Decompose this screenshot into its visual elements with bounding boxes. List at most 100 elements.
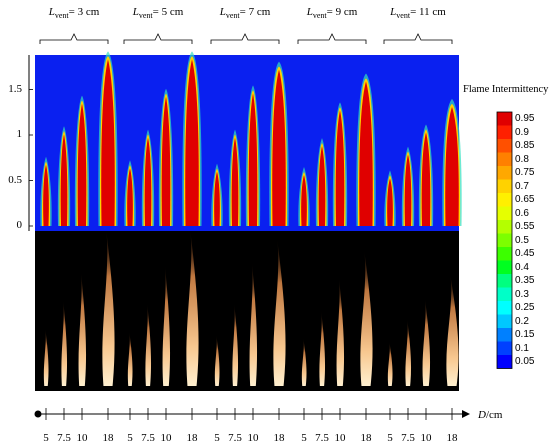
group-label: Lvent= 5 cm: [132, 6, 184, 21]
flame-photo: [186, 229, 199, 386]
x-tick-label: 7.5: [315, 432, 329, 444]
flame-photo: [43, 328, 49, 386]
flame-photo: [78, 270, 87, 386]
group-label: Lvent= 11 cm: [390, 6, 446, 21]
colorbar-cell: [497, 328, 512, 342]
flame-contour: [335, 110, 345, 226]
x-tick-label: 5: [214, 432, 220, 444]
flame-photo: [127, 331, 133, 386]
flame-photo: [61, 299, 68, 386]
colorbar-cell: [497, 260, 512, 274]
flame-photo: [145, 302, 152, 386]
y-axis-ticks: [29, 89, 33, 227]
colorbar-cell: [497, 233, 512, 247]
colorbar-label: 0.75: [515, 167, 535, 178]
x-axis-ticks: [45, 408, 453, 420]
x-tick-label: 5: [43, 432, 49, 444]
colorbar-cell: [497, 152, 512, 166]
x-tick-label: 18: [360, 432, 372, 444]
group-label: Lvent= 3 cm: [48, 6, 100, 21]
colorbar-cell: [497, 193, 512, 207]
colorbar-label: 0.2: [515, 315, 529, 327]
x-tick-label: 18: [446, 432, 458, 444]
x-tick-label: 10: [420, 432, 432, 444]
colorbar-label: 0.1: [515, 342, 529, 354]
colorbar-frame: [496, 111, 513, 369]
y-tick-label: 0.5: [8, 173, 22, 186]
group-label: Lvent= 7 cm: [219, 6, 271, 21]
colorbar-label: 0.7: [515, 180, 529, 192]
x-axis-origin: [34, 410, 42, 418]
flame-photo: [360, 250, 373, 386]
colorbar-label: 0.15: [515, 329, 535, 340]
flame-photo: [162, 264, 171, 386]
colorbar-cell: [497, 355, 512, 369]
photo-flames: [43, 229, 459, 386]
flame-contour: [318, 146, 326, 226]
x-tick-label: 7.5: [141, 432, 155, 444]
flame-contour: [161, 96, 171, 226]
flame-photo: [336, 277, 345, 386]
flame-contour: [248, 93, 258, 227]
y-tick-label: 1: [16, 128, 23, 140]
colorbar-label: 0.05: [515, 356, 535, 367]
flame-contour: [231, 137, 239, 226]
colorbar-label: 0.95: [515, 113, 535, 124]
flame-photo: [249, 261, 258, 386]
y-tick-label: 1.5: [8, 82, 22, 95]
x-tick-label: 18: [102, 432, 114, 444]
colorbar-label: 0.3: [515, 288, 529, 300]
colorbar-cell: [497, 247, 512, 261]
colorbar-label: 0.45: [515, 248, 535, 259]
x-tick-label: 18: [186, 432, 198, 444]
flame-photo: [214, 334, 220, 386]
x-tick-label: 7.5: [57, 432, 71, 444]
x-tick-label: 10: [160, 432, 172, 444]
group-brace: [297, 33, 367, 44]
x-tick-label: 5: [387, 432, 393, 444]
flame-contour: [43, 164, 49, 226]
colorbar-label: 0.4: [515, 261, 529, 273]
flame-photo: [319, 310, 326, 386]
colorbar-label: 0.8: [515, 153, 529, 165]
group-braces: [39, 33, 453, 44]
colorbar-cell: [497, 274, 512, 288]
colorbar-cell: [497, 125, 512, 139]
colorbar-label: 0.65: [515, 194, 535, 205]
flame-contour: [185, 59, 199, 227]
flame-contour: [359, 81, 373, 226]
colorbar-cell: [497, 220, 512, 234]
x-axis-label: D/cm: [478, 409, 503, 421]
photo-panel: [35, 231, 459, 391]
flame-photo: [102, 229, 115, 386]
flame-contour: [77, 103, 87, 226]
flame-contour: [214, 171, 220, 226]
flame-contour: [60, 134, 68, 226]
x-tick-label: 10: [247, 432, 259, 444]
flame-photo: [446, 274, 459, 386]
flame-contour: [127, 168, 133, 226]
colorbar-label: 0.9: [515, 126, 529, 138]
group-brace: [123, 33, 193, 44]
flame-photo: [405, 318, 412, 386]
colorbar-label: 0.25: [515, 302, 535, 313]
colorbar-cell: [497, 206, 512, 220]
colorbar-cell: [497, 139, 512, 153]
group-brace: [383, 33, 453, 44]
colorbar-label: 0.85: [515, 140, 535, 151]
x-tick-label: 5: [301, 432, 307, 444]
flame-photo: [301, 338, 307, 386]
colorbar-cell: [497, 301, 512, 315]
colorbar: [496, 111, 513, 369]
y-tick-label: 0: [16, 219, 23, 231]
colorbar-label: 0.55: [515, 221, 535, 232]
x-tick-label: 18: [273, 432, 285, 444]
x-axis-arrow: [462, 410, 470, 418]
colorbar-cell: [497, 166, 512, 180]
flame-photo: [232, 302, 239, 386]
colorbar-cell: [497, 314, 512, 328]
flame-photo: [273, 238, 286, 386]
flame-contour: [387, 178, 393, 226]
colorbar-cell: [497, 341, 512, 355]
